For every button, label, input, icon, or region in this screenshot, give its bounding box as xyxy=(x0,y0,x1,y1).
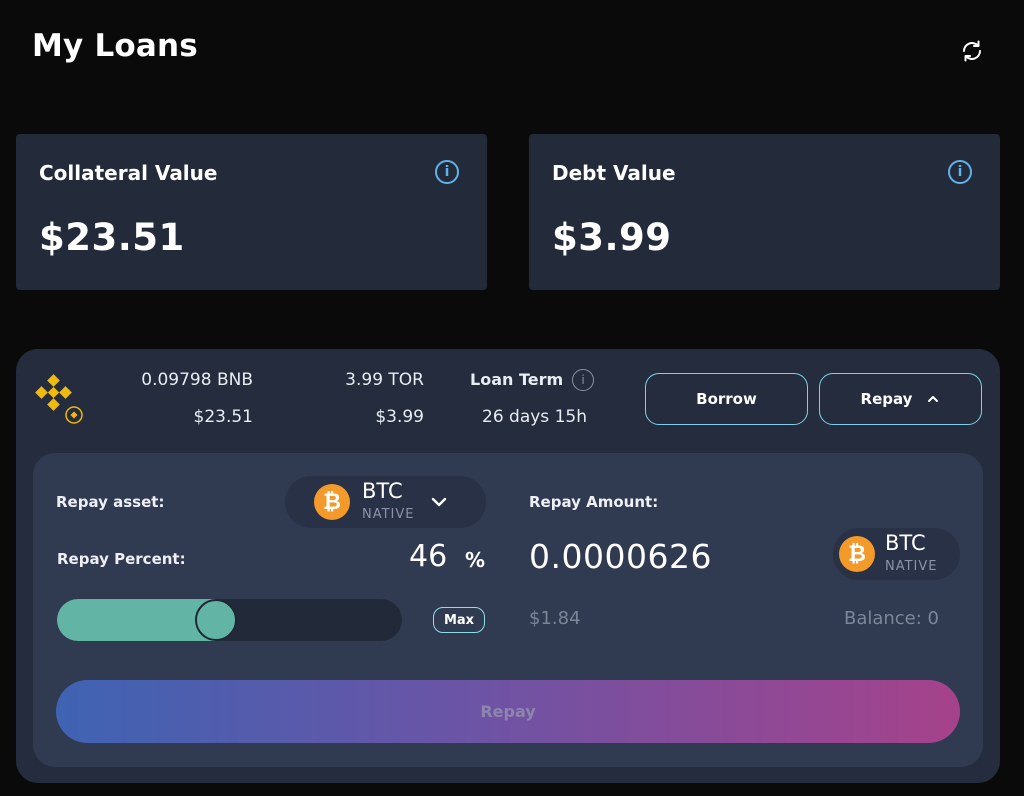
repay-asset-symbol: BTC xyxy=(362,479,403,503)
slider-fill xyxy=(57,599,216,641)
borrow-button[interactable]: Borrow xyxy=(645,373,808,425)
balance-text: Balance: 0 xyxy=(843,608,939,629)
repay-usd-value: $1.84 xyxy=(529,608,581,629)
loan-card: 0.09798 BNB $23.51 3.99 TOR $3.99 Loan T… xyxy=(16,349,1000,783)
repay-amount-asset-symbol: BTC xyxy=(885,531,926,555)
chevron-down-icon xyxy=(431,497,447,507)
repay-toggle-label: Repay xyxy=(860,390,913,408)
loan-term-value: 26 days 15h xyxy=(482,407,587,427)
loan-term-label: Loan Term xyxy=(470,370,564,389)
repay-toggle-button[interactable]: Repay xyxy=(819,373,982,425)
repay-asset-label: Repay asset: xyxy=(56,493,165,511)
repay-panel: Repay asset: ₿ BTC NATIVE Repay Amount: … xyxy=(33,453,983,767)
debt-usd: $3.99 xyxy=(375,407,424,427)
collateral-amount: 0.09798 BNB xyxy=(141,370,253,390)
debt-amount: 3.99 TOR xyxy=(345,370,424,390)
collateral-value-card: Collateral Value i $23.51 xyxy=(16,134,487,290)
repay-submit-button[interactable]: Repay xyxy=(56,680,960,743)
repay-submit-label: Repay xyxy=(480,702,536,721)
repay-amount-input[interactable]: 0.0000626 xyxy=(529,537,712,576)
refresh-button[interactable] xyxy=(958,37,986,65)
collateral-value: $23.51 xyxy=(39,216,185,259)
collateral-info-icon[interactable]: i xyxy=(435,160,459,184)
debt-info-icon[interactable]: i xyxy=(948,160,972,184)
repay-amount-asset-badge: ₿ BTC NATIVE xyxy=(833,528,960,580)
repay-amount-asset-network: NATIVE xyxy=(885,559,938,574)
loan-term-info-icon[interactable]: i xyxy=(572,369,594,391)
repay-asset-select[interactable]: ₿ BTC NATIVE xyxy=(285,476,486,528)
repay-percent-label: Repay Percent: xyxy=(57,550,186,568)
bnb-icon xyxy=(35,374,83,424)
refresh-icon xyxy=(963,40,981,62)
btc-icon: ₿ xyxy=(314,484,350,520)
debt-value: $3.99 xyxy=(552,216,672,259)
repay-percent-input[interactable]: 46 xyxy=(409,539,448,574)
collateral-value-label: Collateral Value xyxy=(39,161,218,185)
repay-amount-label: Repay Amount: xyxy=(529,493,659,511)
debt-value-label: Debt Value xyxy=(552,161,676,185)
chevron-up-icon xyxy=(928,396,939,402)
max-button[interactable]: Max xyxy=(433,607,485,633)
btc-icon: ₿ xyxy=(839,536,875,572)
slider-thumb[interactable] xyxy=(195,599,237,641)
collateral-usd: $23.51 xyxy=(193,407,253,427)
repay-asset-network: NATIVE xyxy=(362,507,415,522)
borrow-button-label: Borrow xyxy=(696,390,757,408)
page-title: My Loans xyxy=(32,28,198,64)
debt-value-card: Debt Value i $3.99 xyxy=(529,134,1000,290)
percent-sign: % xyxy=(465,548,486,572)
